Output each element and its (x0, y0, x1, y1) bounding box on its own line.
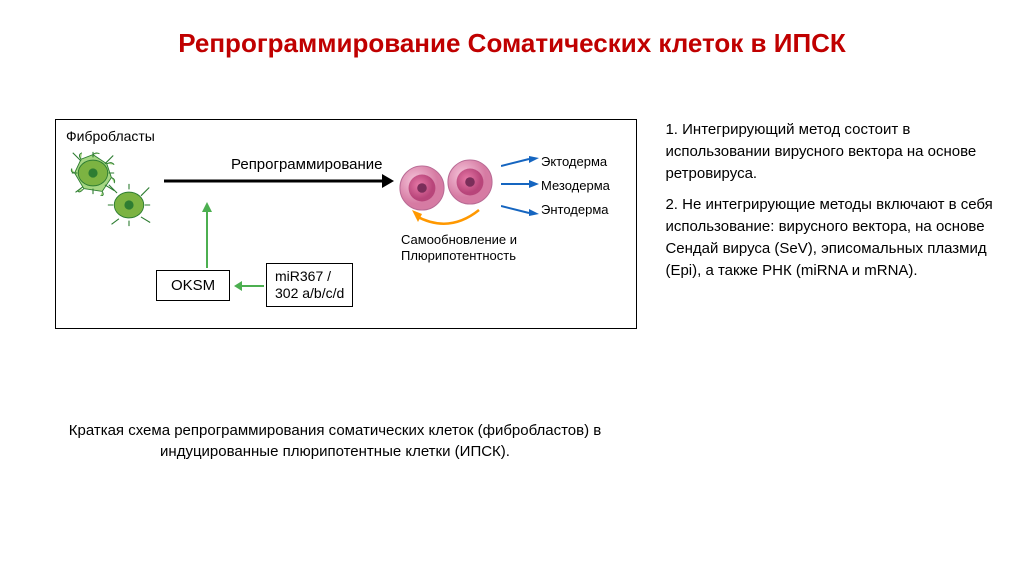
diagram-caption: Краткая схема репрограммирования соматич… (55, 420, 615, 462)
mesoderm-label: Мезодерма (541, 178, 610, 193)
fibroblast-icon (106, 182, 152, 228)
content-row: Фибробласты Репрограммирование Эктодерма… (0, 119, 1024, 329)
selfrenewal-label: Самообновление и Плюрипотентность (401, 232, 517, 265)
method-2-text: 2. Не интегрирующие методы включают в се… (665, 194, 1004, 281)
reprogramming-label: Репрограммирование (231, 156, 383, 173)
arrow-green-left-icon (234, 280, 264, 292)
ipsc-cell-icon (446, 158, 494, 206)
methods-text: 1. Интегрирующий метод состоит в использ… (665, 119, 1004, 329)
diagram-container: Фибробласты Репрограммирование Эктодерма… (55, 119, 637, 329)
fibroblast-label: Фибробласты (66, 128, 155, 144)
ectoderm-label: Эктодерма (541, 154, 607, 169)
page-title: Репрограммирование Соматических клеток в… (0, 0, 1024, 59)
selfrenewal-arrow-icon (404, 206, 494, 234)
arrow-green-up-icon (200, 202, 214, 268)
mir-box: miR367 / 302 a/b/c/d (266, 263, 353, 307)
arrow-blue-icon (501, 204, 539, 216)
arrow-blue-icon (501, 180, 539, 188)
reprogramming-arrow-icon (164, 172, 394, 190)
arrow-blue-icon (501, 156, 539, 168)
method-1-text: 1. Интегрирующий метод состоит в использ… (665, 119, 1004, 184)
oksm-box: OKSM (156, 270, 230, 301)
endoderm-label: Энтодерма (541, 202, 609, 217)
ipsc-cell-icon (398, 164, 446, 212)
